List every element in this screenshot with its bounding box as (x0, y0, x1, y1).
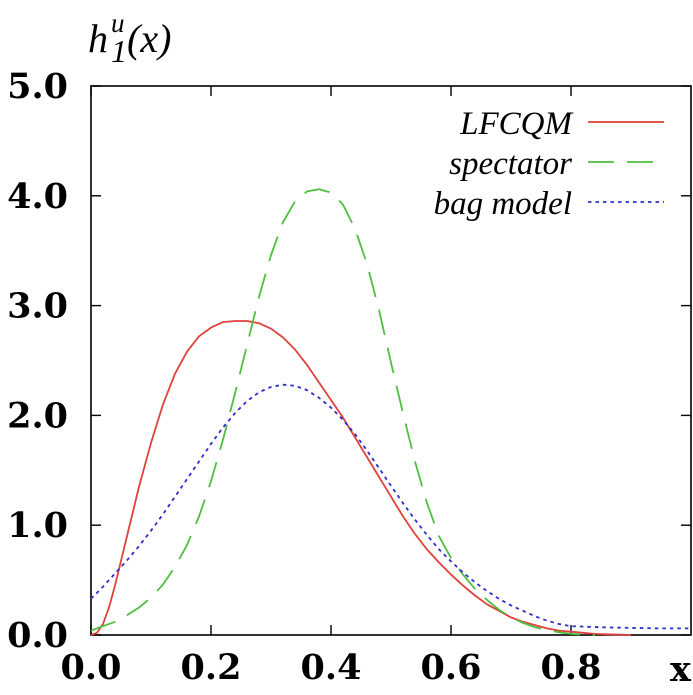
series-line-bag-model (90, 383, 691, 630)
x-axis-title: x (670, 649, 692, 690)
x-tick-label: 0.6 (421, 647, 482, 688)
x-tick-label: 0.4 (301, 647, 362, 688)
y-tick-label: 4.0 (7, 176, 68, 217)
legend-label-bag-model: bag model (434, 186, 572, 222)
y-tick-label: 5.0 (7, 66, 68, 107)
series-line-spectator (90, 188, 596, 636)
y-axis-title-sup: u (111, 8, 125, 38)
plot-frame (90, 85, 692, 636)
legend-label-spectator: spectator (449, 146, 572, 182)
x-tick-label: 0.2 (181, 647, 242, 688)
x-tick-label: 0.8 (541, 647, 602, 688)
y-tick-label: 2.0 (7, 395, 68, 436)
legend-label-lfcqm: LFCQM (459, 106, 573, 142)
y-tick-label: 3.0 (7, 286, 68, 327)
y-tick-label: 0.0 (7, 615, 68, 656)
series-line-lfcqm (90, 320, 632, 636)
y-axis-title-arg: (x) (127, 16, 171, 61)
y-tick-label: 1.0 (7, 505, 68, 546)
y-axis-title-base: h (88, 16, 108, 61)
x-tick-label: 0.0 (61, 647, 122, 688)
y-axis-title-sub: 1 (111, 33, 127, 69)
